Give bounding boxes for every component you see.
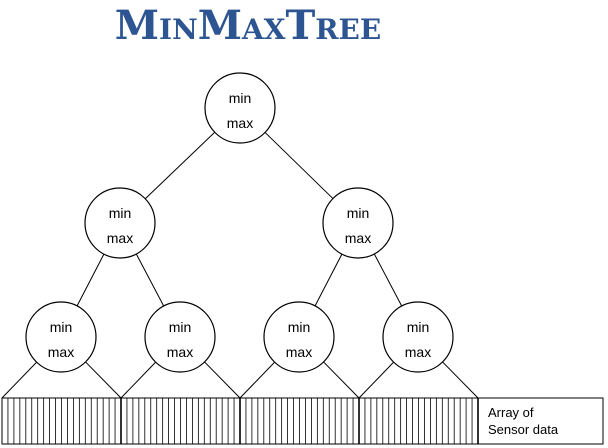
node-min-label: min [229, 90, 252, 106]
node-min-label: min [50, 319, 73, 335]
node-max-label: max [345, 230, 371, 246]
edge-l2-4-array-right [442, 361, 479, 399]
node-min-label: min [347, 205, 370, 221]
edge-root-left [144, 131, 216, 200]
tree-node-l2-1: min max [25, 301, 97, 373]
tree-node-l1-right: min max [322, 187, 394, 259]
edge-root-right [264, 132, 334, 199]
node-circle [204, 72, 276, 144]
diagram-title: MinMaxTree [114, 2, 382, 49]
edge-left-l2-2 [135, 253, 165, 307]
tree-node-l1-left: min max [84, 187, 156, 259]
edge-l2-1-array-right [85, 361, 122, 399]
node-max-label: max [227, 115, 253, 131]
node-circle [25, 301, 97, 373]
tree-node-l2-3: min max [263, 301, 335, 373]
tree-node-root: min max [204, 72, 276, 144]
node-circle [263, 301, 335, 373]
node-min-label: min [407, 319, 430, 335]
edge-l2-3-array-right [323, 361, 360, 399]
edge-right-l2-4 [373, 253, 403, 307]
node-circle [322, 187, 394, 259]
node-max-label: max [167, 344, 193, 360]
edge-left-l2-1 [76, 253, 105, 307]
node-circle [144, 301, 216, 373]
edge-l2-3-array-left [239, 361, 276, 399]
node-circle [84, 187, 156, 259]
edge-right-l2-3 [314, 253, 343, 307]
sensor-array: Array of Sensor data [1, 397, 604, 445]
node-min-label: min [288, 319, 311, 335]
tree-edges [1, 131, 479, 399]
node-circle [382, 301, 454, 373]
edge-l2-1-array-left [1, 361, 38, 399]
array-label-line1: Array of [488, 405, 534, 420]
edge-l2-4-array-left [358, 361, 395, 399]
node-max-label: max [107, 230, 133, 246]
tree-node-l2-2: min max [144, 301, 216, 373]
node-min-label: min [109, 205, 132, 221]
edge-l2-2-array-right [204, 361, 241, 399]
array-label-line2: Sensor data [488, 422, 559, 437]
node-max-label: max [405, 344, 431, 360]
array-outline [1, 397, 604, 445]
edge-l2-2-array-left [120, 361, 157, 399]
tree-node-l2-4: min max [382, 301, 454, 373]
node-max-label: max [286, 344, 312, 360]
node-min-label: min [169, 319, 192, 335]
node-max-label: max [48, 344, 74, 360]
